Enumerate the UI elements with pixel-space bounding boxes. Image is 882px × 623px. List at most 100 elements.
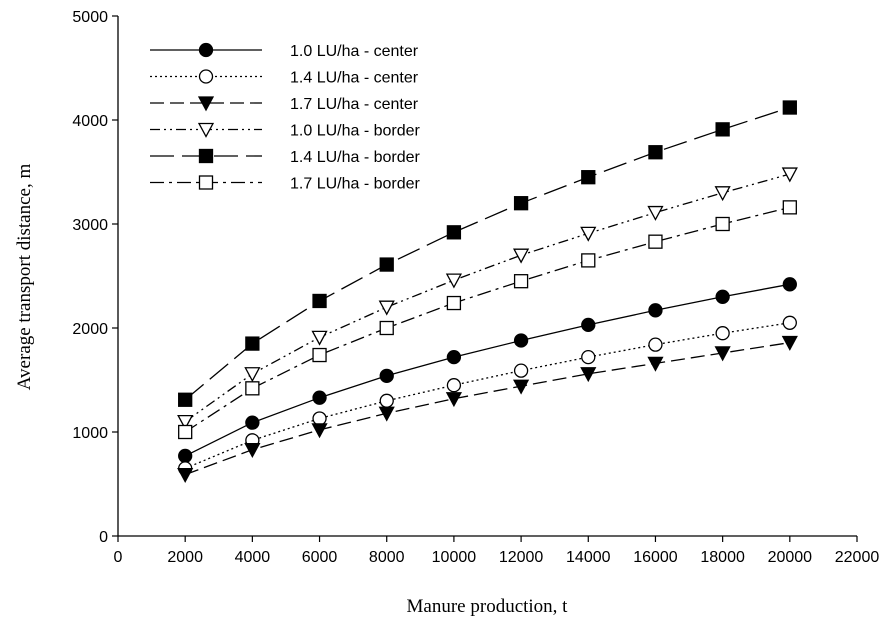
x-tick-label: 6000 bbox=[302, 549, 338, 566]
x-axis-title: Manure production, t bbox=[407, 596, 569, 617]
data-point bbox=[445, 392, 462, 408]
x-tick-label: 22000 bbox=[835, 549, 880, 566]
y-tick-label: 5000 bbox=[72, 9, 108, 26]
data-point bbox=[446, 225, 462, 240]
data-point bbox=[513, 333, 529, 348]
x-axis-ticks: 0 2000 4000 6000 8000 10000 12000 14000 16000 180… bbox=[114, 536, 880, 566]
y-tick-label: 2000 bbox=[72, 321, 108, 338]
legend-marker bbox=[198, 69, 214, 84]
series-5 bbox=[178, 100, 797, 407]
data-point bbox=[513, 196, 529, 211]
data-point bbox=[312, 390, 327, 405]
data-point bbox=[379, 368, 394, 383]
series-2 bbox=[178, 315, 797, 476]
legend-marker bbox=[197, 122, 215, 138]
data-point bbox=[379, 320, 394, 336]
data-point bbox=[378, 300, 395, 316]
data-point bbox=[647, 356, 664, 372]
legend-label: 1.0 LU/ha - center bbox=[290, 43, 419, 60]
x-tick-label: 12000 bbox=[499, 549, 544, 566]
data-point bbox=[648, 145, 663, 160]
y-axis-ticks: 0 1000 2000 3000 4000 5000 bbox=[72, 9, 118, 546]
data-point bbox=[648, 234, 663, 249]
data-point bbox=[178, 392, 193, 407]
legend-marker bbox=[198, 148, 214, 164]
data-point bbox=[446, 378, 462, 393]
legend-label: 1.7 LU/ha - center bbox=[290, 96, 419, 113]
x-tick-label: 8000 bbox=[369, 549, 405, 566]
y-tick-label: 0 bbox=[99, 529, 108, 546]
legend-entry: 1.4 LU/ha - border bbox=[150, 148, 421, 166]
series-line bbox=[184, 106, 791, 401]
data-point bbox=[580, 367, 597, 383]
data-point bbox=[648, 303, 663, 318]
y-tick-label: 1000 bbox=[72, 425, 108, 442]
data-point bbox=[379, 393, 394, 408]
y-tick-label: 4000 bbox=[72, 113, 108, 130]
legend: 1.0 LU/ha - center 1.4 LU/ha - center 1.7 … bbox=[150, 42, 421, 193]
data-point bbox=[312, 347, 327, 363]
data-point bbox=[446, 295, 462, 311]
data-point bbox=[312, 411, 327, 426]
legend-entry: 1.0 LU/ha - border bbox=[150, 123, 421, 140]
legend-label: 1.0 LU/ha - border bbox=[290, 123, 421, 140]
data-point bbox=[445, 273, 462, 289]
legend-marker bbox=[198, 175, 214, 190]
data-point bbox=[781, 335, 798, 351]
x-tick-label: 18000 bbox=[700, 549, 745, 566]
data-point bbox=[177, 414, 194, 430]
data-point bbox=[581, 253, 596, 268]
series-1 bbox=[178, 277, 797, 464]
data-point bbox=[782, 200, 797, 215]
y-axis-title: Average transport distance, m bbox=[14, 164, 35, 391]
legend-marker bbox=[198, 42, 214, 58]
data-point bbox=[513, 379, 530, 395]
legend-entry: 1.7 LU/ha - border bbox=[150, 175, 421, 193]
data-point bbox=[647, 205, 664, 221]
data-point bbox=[178, 448, 193, 464]
data-point bbox=[177, 467, 194, 484]
x-tick-label: 10000 bbox=[432, 549, 477, 566]
legend-label: 1.4 LU/ha - border bbox=[290, 149, 421, 166]
data-point bbox=[513, 274, 529, 289]
data-point bbox=[513, 248, 530, 264]
data-point bbox=[245, 336, 260, 351]
legend-label: 1.4 LU/ha - center bbox=[290, 70, 419, 87]
data-point bbox=[580, 226, 597, 242]
x-tick-label: 14000 bbox=[566, 549, 611, 566]
data-point bbox=[715, 326, 730, 341]
legend-label: 1.7 LU/ha - border bbox=[290, 176, 421, 193]
series-line bbox=[184, 206, 790, 433]
data-point bbox=[781, 167, 798, 183]
series-6 bbox=[178, 200, 797, 440]
series-4 bbox=[177, 167, 798, 430]
data-point bbox=[245, 381, 260, 396]
y-tick-label: 3000 bbox=[72, 217, 108, 234]
series-line bbox=[184, 341, 790, 476]
legend-entry: 1.0 LU/ha - center bbox=[150, 42, 419, 60]
data-point bbox=[715, 122, 730, 137]
data-point bbox=[782, 277, 797, 292]
data-point bbox=[581, 170, 596, 185]
data-point bbox=[311, 330, 328, 346]
data-point bbox=[715, 289, 730, 304]
data-point bbox=[782, 100, 797, 115]
x-tick-label: 0 bbox=[114, 549, 123, 566]
data-point bbox=[178, 424, 193, 440]
data-point bbox=[581, 317, 596, 333]
series-line bbox=[184, 322, 790, 469]
series-line bbox=[184, 173, 790, 423]
series-layer bbox=[177, 100, 798, 484]
data-point bbox=[714, 346, 731, 362]
x-tick-label: 2000 bbox=[167, 549, 203, 566]
data-point bbox=[244, 443, 261, 459]
x-tick-label: 16000 bbox=[633, 549, 678, 566]
data-point bbox=[715, 216, 730, 232]
data-point bbox=[378, 406, 395, 422]
data-point bbox=[513, 363, 529, 378]
x-tick-label: 4000 bbox=[235, 549, 271, 566]
data-point bbox=[581, 349, 596, 365]
data-point bbox=[446, 349, 462, 365]
data-point bbox=[648, 337, 663, 352]
